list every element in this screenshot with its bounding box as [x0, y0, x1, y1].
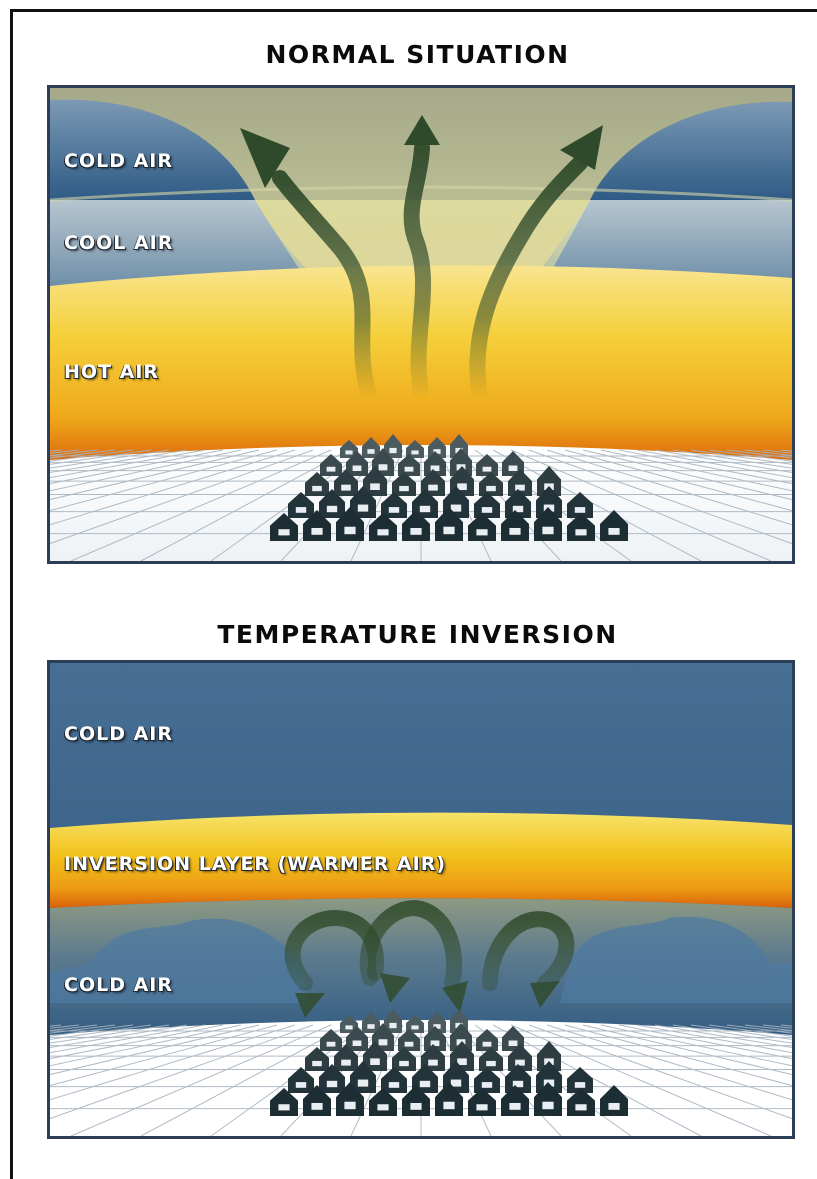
rising-air-arrow-icon [403, 115, 440, 406]
page-frame [10, 9, 817, 1179]
city-buildings-icon [270, 434, 628, 541]
upper-cold-air-label: COLD AIR [64, 723, 173, 745]
trapped-air-arrow-icon [284, 899, 575, 991]
inversion-layer-label: INVERSION LAYER (WARMER AIR) [64, 853, 447, 875]
lower-cold-air-label: COLD AIR [64, 974, 173, 996]
cool-air-label: COOL AIR [64, 232, 174, 254]
city-buildings-icon [270, 1009, 628, 1116]
temperature-inversion-panel: COLD AIR INVERSION LAYER (WARMER AIR) CO… [47, 660, 795, 1139]
trapped-air-arrow-icon [295, 973, 560, 1018]
normal-situation-panel: COLD AIR COOL AIR HOT AIR [47, 85, 795, 564]
temperature-inversion-diagram [50, 663, 792, 1136]
normal-situation-diagram [50, 88, 792, 561]
normal-situation-title: NORMAL SITUATION [265, 40, 570, 69]
rising-air-arrow-icon [240, 128, 378, 406]
hot-air-label: HOT AIR [64, 361, 160, 383]
temperature-inversion-title: TEMPERATURE INVERSION [217, 620, 618, 649]
rising-air-arrow-icon [469, 125, 603, 406]
cold-air-label: COLD AIR [64, 150, 173, 172]
